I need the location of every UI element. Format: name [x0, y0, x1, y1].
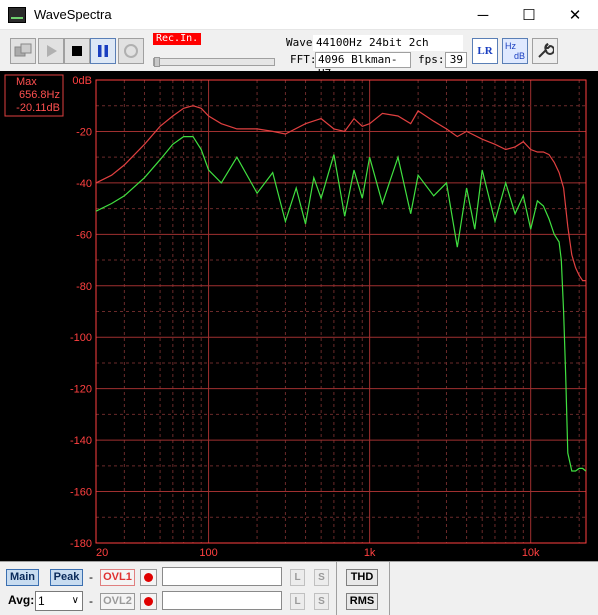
bottom-panel: Main Peak - OVL1 L S Avg: 1 ∨ - OVL2 L S… — [0, 561, 598, 615]
toolbar: Wave: 44100Hz 24bit 2ch FFT: 4096 Blkman… — [0, 30, 598, 80]
title-bar: WaveSpectra ─ ☐ ✕ — [0, 0, 598, 30]
lr-icon: LR — [477, 45, 493, 57]
db-icon: dB — [513, 51, 525, 61]
ovl2-record-button[interactable] — [140, 593, 157, 610]
play-button[interactable] — [38, 38, 64, 64]
main-button[interactable]: Main — [6, 569, 39, 586]
avg-select[interactable]: 1 ∨ — [35, 591, 83, 611]
stop-button[interactable] — [64, 38, 90, 64]
fft-label: FFT: — [290, 53, 317, 66]
y-tick-label: -180 — [70, 538, 92, 550]
x-tick-label: 10k — [522, 547, 540, 559]
fps-label: fps: — [418, 53, 445, 66]
thd-button[interactable]: THD — [346, 569, 378, 586]
stop-icon — [72, 46, 82, 56]
close-button[interactable]: ✕ — [568, 7, 582, 24]
ovl1-save-button[interactable]: S — [314, 569, 329, 586]
x-tick-label: 1k — [364, 547, 376, 559]
separator-dash-2: - — [89, 594, 93, 608]
hz-icon: Hz — [505, 41, 516, 51]
wave-format-value: 44100Hz 24bit 2ch — [313, 35, 463, 51]
separator-dash: - — [89, 570, 93, 584]
ovl1-button[interactable]: OVL1 — [100, 569, 135, 586]
series-line-main — [95, 135, 587, 472]
rec-level-thumb[interactable] — [154, 57, 160, 67]
rec-in-label: Rec.In. — [153, 33, 201, 45]
max-readout-level: -20.11dB — [16, 102, 60, 114]
y-tick-label: -120 — [70, 384, 92, 396]
max-readout-label: Max — [16, 76, 37, 88]
x-tick-label: 20 — [96, 547, 108, 559]
y-tick-label: -60 — [76, 229, 92, 241]
series-line-peak — [95, 105, 586, 282]
wave-label: Wave: — [286, 36, 320, 49]
avg-select-value: 1 — [38, 594, 45, 608]
record-button[interactable] — [118, 38, 144, 64]
rec-level-slider[interactable] — [153, 57, 275, 67]
y-tick-label: -140 — [70, 435, 92, 447]
pause-button[interactable] — [90, 38, 116, 64]
play-icon — [47, 45, 57, 57]
panel-divider-2 — [389, 562, 390, 615]
y-tick-label: -160 — [70, 487, 92, 499]
maximize-button[interactable]: ☐ — [522, 7, 536, 24]
rms-button[interactable]: RMS — [346, 593, 378, 610]
ovl2-load-button[interactable]: L — [290, 593, 305, 610]
wrench-icon — [538, 43, 554, 58]
y-tick-label: 0dB — [72, 75, 92, 87]
avg-label: Avg: — [8, 593, 35, 607]
y-tick-label: -20 — [76, 126, 92, 138]
hz-db-scale-button[interactable]: Hz dB — [502, 38, 528, 64]
settings-button[interactable] — [532, 38, 558, 64]
max-readout-freq: 656.8Hz — [19, 89, 60, 101]
minimize-button[interactable]: ─ — [477, 6, 489, 24]
ovl2-file-field[interactable] — [162, 591, 282, 610]
plot-frame — [95, 79, 587, 544]
record-icon — [124, 44, 138, 58]
app-icon — [8, 7, 26, 23]
ovl2-save-button[interactable]: S — [314, 593, 329, 610]
pause-icon — [98, 45, 108, 57]
chevron-down-icon: ∨ — [71, 595, 79, 606]
max-readout-box — [4, 74, 64, 117]
y-tick-label: -80 — [76, 281, 92, 293]
window-title: WaveSpectra — [34, 7, 112, 22]
lr-channel-button[interactable]: LR — [472, 38, 498, 64]
x-tick-label: 100 — [199, 547, 217, 559]
fft-setting-value[interactable]: 4096 Blkman-H7 — [315, 52, 411, 80]
device-settings-button[interactable] — [10, 38, 36, 64]
ovl2-button[interactable]: OVL2 — [100, 593, 135, 610]
peak-button[interactable]: Peak — [50, 569, 83, 586]
ovl1-file-field[interactable] — [162, 567, 282, 586]
device-icon — [14, 43, 32, 57]
ovl1-load-button[interactable]: L — [290, 569, 305, 586]
y-tick-label: -40 — [76, 178, 92, 190]
ovl1-record-button[interactable] — [140, 569, 157, 586]
spectrum-plot[interactable]: 0dB -20 -40 -60 -80 -100 -120 -140 -160 -180 20 100… — [0, 71, 598, 561]
panel-divider — [336, 562, 337, 615]
y-tick-label: -100 — [70, 332, 92, 344]
fps-value: 39 — [445, 52, 467, 68]
spectrum-chart: 0dB -20 -40 -60 -80 -100 -120 -140 -160 -180 20 100… — [4, 74, 587, 559]
